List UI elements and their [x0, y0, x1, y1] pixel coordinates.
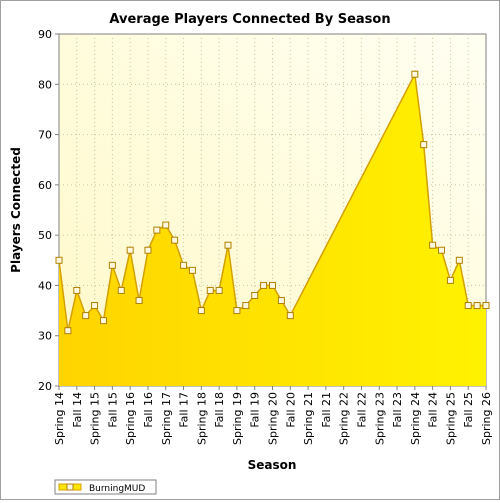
x-tick-label: Fall 22: [355, 392, 368, 428]
y-tick-label: 40: [38, 279, 52, 292]
data-point: [91, 302, 99, 310]
x-tick-label: Spring 15: [89, 392, 102, 445]
y-tick-label: 70: [38, 129, 52, 142]
x-axis-label: Season: [248, 458, 297, 472]
data-point: [277, 297, 285, 305]
y-tick-label: 60: [38, 179, 52, 192]
data-point: [108, 261, 116, 269]
data-point: [420, 141, 428, 149]
x-tick-label: Fall 25: [462, 392, 475, 428]
x-tick-label: Spring 16: [124, 392, 137, 445]
data-point: [269, 281, 276, 289]
y-tick-label: 50: [38, 229, 52, 242]
x-tick-label: Spring 25: [444, 392, 457, 445]
y-tick-label: 90: [38, 28, 52, 41]
marker-layer: [55, 70, 490, 335]
x-axis: Spring 14 Fall 14 Spring 15 Fall 15 Spring 1…: [53, 386, 493, 445]
data-point: [171, 236, 179, 244]
data-point: [162, 221, 170, 229]
legend: BurningMUD: [54, 479, 157, 495]
data-point: [144, 246, 152, 254]
x-tick-label: Spring 23: [373, 392, 386, 445]
x-tick-label: Spring 14: [53, 392, 66, 445]
y-axis: 20 30 40 50 60 70 80 90: [38, 28, 59, 393]
data-point: [455, 256, 463, 264]
x-tick-label: Fall 17: [178, 392, 191, 428]
x-tick-label: Spring 19: [231, 392, 244, 445]
y-tick-label: 30: [38, 330, 52, 343]
x-tick-label: Spring 24: [409, 392, 422, 445]
data-point: [197, 307, 205, 315]
data-point: [260, 281, 268, 289]
legend-marker: [66, 483, 74, 491]
data-point: [188, 266, 196, 274]
data-point: [482, 302, 490, 310]
x-tick-label: Fall 15: [106, 392, 119, 428]
x-tick-label: Fall 23: [391, 392, 404, 428]
data-point: [286, 312, 294, 320]
data-point: [429, 241, 437, 249]
y-tick-label: 20: [38, 380, 52, 393]
data-point: [251, 291, 259, 299]
x-tick-label: Fall 21: [320, 392, 333, 428]
data-point: [206, 286, 214, 294]
x-tick-label: Fall 19: [249, 392, 262, 428]
x-tick-label: Fall 14: [71, 392, 84, 428]
data-point: [126, 246, 134, 254]
x-tick-label: Spring 20: [267, 392, 280, 445]
chart-title: Average Players Connected By Season: [109, 12, 390, 27]
data-point: [233, 307, 241, 315]
y-axis-label: Players Connected: [9, 147, 23, 273]
data-point: [438, 246, 446, 254]
x-tick-label: Spring 22: [338, 392, 351, 445]
data-point: [55, 256, 63, 264]
data-point: [180, 261, 188, 269]
x-tick-label: Fall 20: [284, 392, 297, 428]
x-tick-label: Spring 17: [160, 392, 173, 445]
data-point: [153, 226, 161, 234]
data-point: [242, 302, 250, 310]
data-point: [99, 317, 107, 325]
data-point: [215, 286, 223, 294]
data-point: [135, 297, 143, 305]
data-point: [473, 302, 481, 310]
data-point: [446, 276, 454, 284]
legend-label: BurningMUD: [89, 484, 145, 494]
x-tick-label: Fall 24: [427, 392, 440, 428]
data-point: [73, 286, 81, 294]
y-tick-label: 80: [38, 78, 52, 91]
data-point: [411, 70, 419, 78]
data-point: [82, 312, 90, 320]
data-point: [117, 286, 125, 294]
x-tick-label: Spring 21: [302, 392, 315, 445]
x-tick-label: Spring 18: [195, 392, 208, 445]
x-tick-label: Spring 26: [480, 392, 493, 445]
series-area: [59, 74, 486, 386]
data-point: [64, 327, 72, 335]
x-tick-label: Fall 16: [142, 392, 155, 428]
x-tick-label: Fall 18: [213, 392, 226, 428]
data-point: [224, 241, 232, 249]
data-point: [464, 302, 472, 310]
